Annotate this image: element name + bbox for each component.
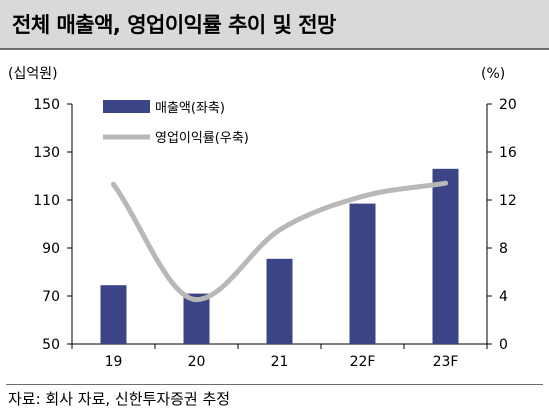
right-axis-tick-labels: 0 4 8 12 16 20	[499, 97, 517, 353]
right-axis-tick-label: 4	[499, 289, 508, 305]
bar	[100, 285, 127, 344]
x-axis-tick-label: 19	[105, 354, 123, 370]
x-axis-tick-labels: 19 20 21 22F 23F	[105, 354, 459, 370]
left-axis-tick-label: 130	[33, 145, 60, 161]
right-axis-unit: (%)	[481, 66, 505, 82]
x-axis-tick-label: 23F	[433, 354, 459, 370]
chart-title: 전체 매출액, 영업이익률 추이 및 전망	[12, 13, 336, 37]
legend-bar-swatch	[103, 100, 150, 113]
left-axis-tick-label: 150	[33, 97, 60, 113]
left-axis-tick-labels: 50 70 90 110 130 150	[33, 97, 60, 353]
footer-divider	[6, 384, 543, 385]
line-point	[277, 227, 282, 233]
left-axis-tick-label: 50	[42, 337, 60, 353]
bar	[432, 168, 459, 344]
line-point	[194, 297, 199, 303]
left-axis-unit: (십억원)	[8, 66, 58, 82]
line-point	[111, 181, 116, 187]
line-point	[443, 180, 448, 186]
legend: 매출액(좌축) 영업이익률(우축)	[103, 100, 249, 146]
legend-line-label: 영업이익률(우축)	[155, 131, 249, 146]
left-axis-tick-label: 90	[42, 241, 60, 257]
bar	[349, 203, 376, 344]
x-axis-tick-label: 22F	[350, 354, 376, 370]
line-path	[111, 180, 448, 303]
source-note: 자료: 회사 자료, 신한투자증권 추정	[8, 390, 231, 408]
bar-series	[100, 168, 459, 344]
title-bar: 전체 매출액, 영업이익률 추이 및 전망	[0, 0, 549, 50]
right-axis-tick-label: 8	[499, 241, 508, 257]
right-axis-tick-label: 20	[499, 97, 517, 113]
x-axis-tick-label: 20	[188, 354, 206, 370]
left-axis-tick-label: 110	[33, 193, 60, 209]
right-axis-tick-label: 0	[499, 337, 508, 353]
right-axis-tick-label: 16	[499, 145, 517, 161]
right-axis-tick-label: 12	[499, 193, 517, 209]
line-series	[111, 180, 448, 303]
bar	[266, 258, 293, 344]
legend-bar-label: 매출액(좌축)	[155, 101, 225, 116]
line-point	[360, 193, 365, 199]
x-axis-tick-label: 21	[271, 354, 289, 370]
left-axis-tick-label: 70	[42, 289, 60, 305]
